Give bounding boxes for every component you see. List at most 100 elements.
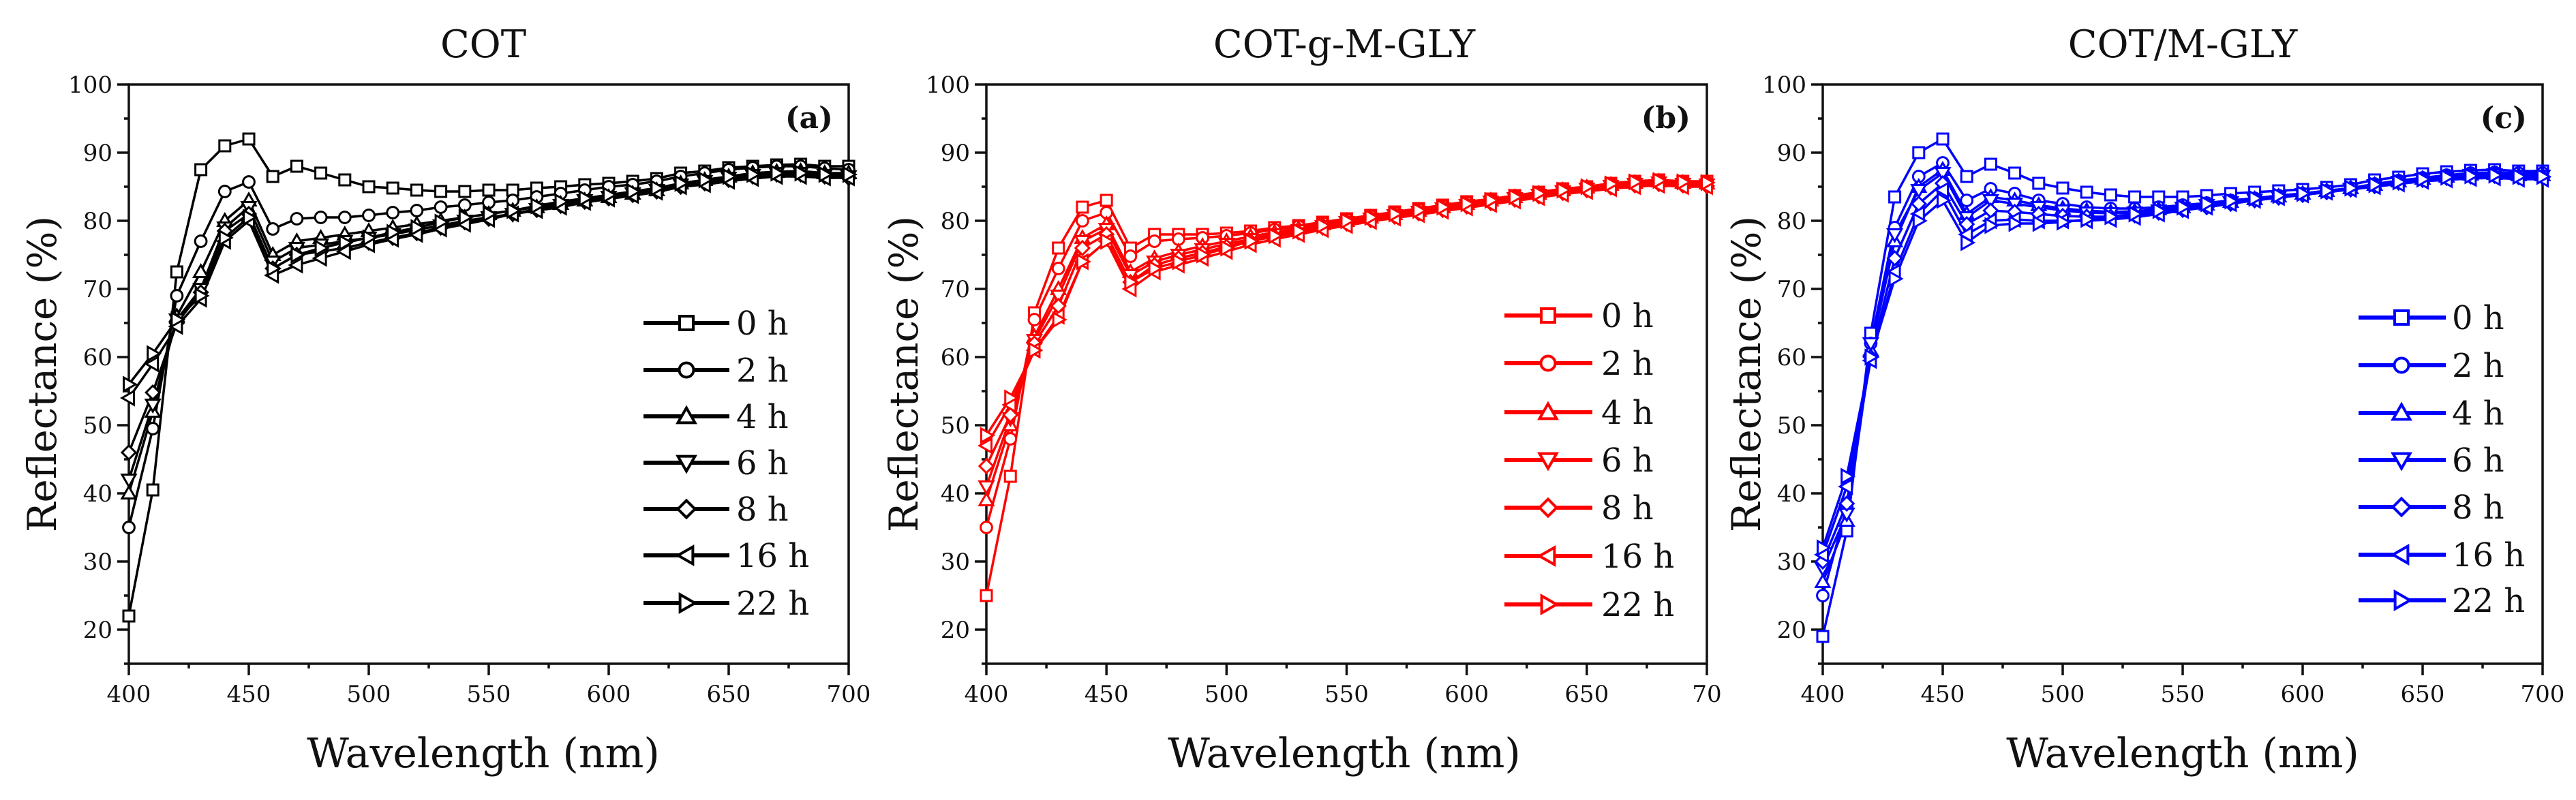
- legend: 0 h 2 h 4 h 6 h 8 h 16 h 22 h: [2359, 299, 2525, 620]
- data-point-22h-410: [1840, 467, 1856, 485]
- x-tick-label: 600: [2281, 681, 2325, 708]
- x-tick-label: 700: [827, 681, 871, 708]
- data-point-2h-440: [217, 185, 232, 198]
- data-point-22h-490: [338, 234, 354, 251]
- x-tick-label: 500: [1204, 681, 1249, 708]
- data-point-22h-420: [1028, 341, 1044, 359]
- data-point-6h-440: [1910, 184, 1928, 200]
- data-point-16h-450: [1933, 181, 1949, 199]
- data-point-22h-700: [1701, 174, 1716, 191]
- data-point-2h-400: [122, 521, 136, 534]
- legend-label: 8 h: [2452, 489, 2504, 527]
- data-point-16h-400: [977, 437, 992, 455]
- data-point-0h-460: [266, 170, 279, 183]
- data-point-22h-670: [2464, 167, 2480, 185]
- y-tick-label: 80: [1777, 208, 1806, 235]
- data-point-0h-490: [338, 173, 352, 187]
- legend-label: 2 h: [736, 352, 789, 390]
- data-point-22h-510: [1244, 232, 1260, 250]
- data-point-8h-440: [1074, 239, 1091, 257]
- data-point-6h-400: [120, 474, 138, 489]
- legend-label: 6 h: [1601, 442, 1654, 480]
- data-point-2h-510: [386, 206, 400, 219]
- data-point-22h-450: [1937, 191, 1952, 209]
- legend-label: 6 h: [2452, 442, 2504, 480]
- data-point-0h-520: [2104, 188, 2117, 202]
- data-point-6h-420: [1862, 337, 1879, 353]
- x-tick-label: 500: [2041, 681, 2085, 708]
- data-point-0h-430: [1052, 241, 1065, 255]
- legend-label: 16 h: [736, 537, 809, 575]
- chart-panel-b: COT-g-M-GLY Wavelength (nm) Reflectance (%…: [881, 22, 1722, 778]
- data-point-22h-440: [1076, 253, 1091, 271]
- data-point-22h-410: [1004, 389, 1020, 407]
- data-point-22h-680: [2488, 166, 2504, 184]
- data-point-22h-620: [1509, 188, 1524, 206]
- legend-label: 16 h: [2452, 536, 2525, 574]
- legend-marker-triangle-right-icon: [1540, 594, 1560, 615]
- data-point-22h-550: [483, 205, 498, 223]
- data-point-0h-540: [458, 185, 472, 198]
- data-point-22h-430: [1052, 311, 1067, 328]
- series-group: [119, 132, 858, 623]
- legend-marker-triangle-down-icon: [1537, 452, 1559, 472]
- data-point-22h-510: [387, 224, 402, 241]
- data-point-2h-480: [314, 211, 328, 224]
- data-point-0h-400: [980, 589, 993, 602]
- data-point-22h-450: [243, 209, 258, 226]
- legend-label: 22 h: [2452, 582, 2525, 620]
- data-point-22h-590: [2272, 187, 2288, 204]
- data-point-0h-470: [290, 159, 303, 173]
- data-point-22h-500: [1220, 239, 1236, 257]
- data-point-22h-500: [363, 229, 378, 247]
- legend-label: 4 h: [2452, 395, 2504, 433]
- data-point-0h-410: [1003, 470, 1017, 483]
- data-point-0h-510: [2080, 185, 2093, 199]
- legend-label: 2 h: [2452, 347, 2504, 385]
- data-point-22h-630: [2368, 176, 2384, 194]
- data-point-22h-400: [123, 375, 138, 393]
- data-point-22h-530: [1292, 222, 1308, 240]
- legend-label: 0 h: [2452, 299, 2504, 337]
- y-tick-label: 60: [1777, 344, 1806, 371]
- data-point-2h-440: [1076, 214, 1089, 228]
- y-tick-label: 100: [68, 72, 112, 99]
- data-point-0h-480: [2008, 166, 2022, 180]
- data-point-22h-570: [530, 197, 546, 215]
- data-point-0h-450: [242, 132, 256, 146]
- data-point-2h-400: [1816, 589, 1830, 602]
- y-tick-label: 100: [926, 72, 970, 99]
- data-point-22h-540: [2152, 202, 2168, 219]
- data-point-22h-550: [2177, 198, 2192, 216]
- data-point-22h-660: [2440, 168, 2456, 186]
- data-point-2h-460: [1960, 194, 1974, 207]
- data-point-4h-400: [1814, 572, 1832, 588]
- x-tick-label: 650: [1564, 681, 1609, 708]
- x-tick-label: 700: [2521, 681, 2565, 708]
- y-axis-label: Reflectance (%): [19, 216, 65, 532]
- data-point-22h-470: [290, 246, 306, 264]
- data-point-0h-420: [170, 265, 183, 279]
- data-point-22h-680: [794, 164, 810, 182]
- data-point-22h-560: [506, 202, 522, 219]
- data-point-6h-430: [1050, 290, 1067, 305]
- data-point-2h-490: [337, 211, 352, 224]
- series-line-22h: [1821, 174, 2543, 549]
- data-point-6h-470: [1982, 194, 1999, 210]
- data-point-22h-670: [1628, 173, 1644, 191]
- data-point-22h-670: [770, 164, 786, 182]
- data-point-22h-590: [1436, 198, 1452, 216]
- y-tick-label: 90: [941, 140, 970, 167]
- data-point-22h-470: [1148, 260, 1164, 277]
- panel-label: (c): [2481, 101, 2527, 136]
- legend-marker-triangle-left-icon: [2390, 544, 2410, 566]
- data-point-22h-640: [2392, 173, 2408, 191]
- data-point-2h-470: [1147, 234, 1162, 248]
- data-point-4h-400: [120, 484, 138, 499]
- data-point-4h-400: [978, 491, 995, 506]
- legend-marker-triangle-up-icon: [1537, 401, 1559, 420]
- y-tick-label: 90: [83, 140, 112, 167]
- series-group: [977, 172, 1716, 602]
- data-point-2h-470: [290, 212, 304, 226]
